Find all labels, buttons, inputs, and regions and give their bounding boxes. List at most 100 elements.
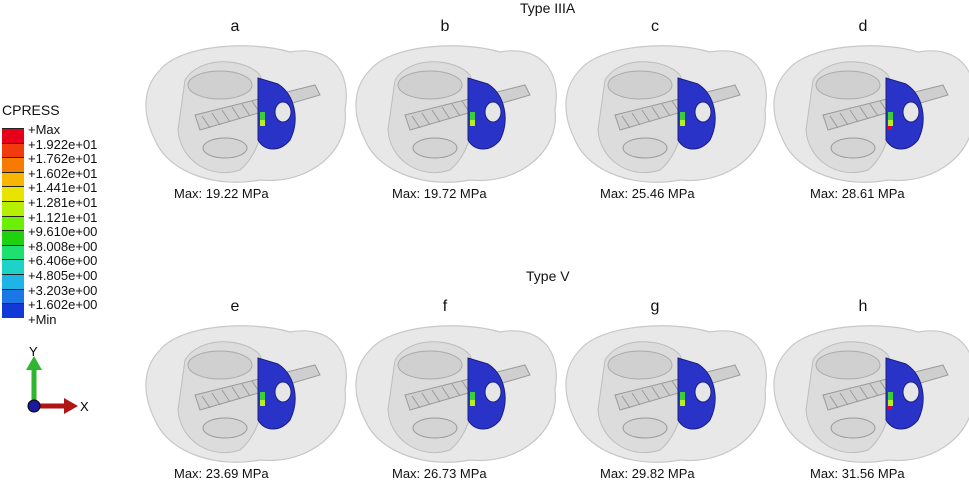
plate-hole xyxy=(694,381,712,403)
panel-max-caption: Max: 29.82 MPa xyxy=(600,466,695,481)
screw-thread xyxy=(201,380,261,409)
legend-swatch xyxy=(2,215,24,231)
screw-head xyxy=(412,137,458,159)
stress-region-green xyxy=(888,112,893,120)
stress-region-green xyxy=(888,392,893,400)
panel-d: d xyxy=(768,18,969,208)
panel-letter: d xyxy=(858,18,868,35)
panel-h: h xyxy=(768,298,969,488)
screw-thread xyxy=(411,100,471,129)
cup-rim xyxy=(815,350,881,380)
plate-hole xyxy=(902,101,920,123)
model-render xyxy=(355,45,557,183)
legend-swatch xyxy=(2,244,24,260)
stress-region-yellow xyxy=(888,400,893,406)
screw-thread xyxy=(621,100,681,129)
panel-e: e xyxy=(140,298,365,488)
x-axis-arrowhead xyxy=(64,398,78,414)
screw-head xyxy=(622,137,668,159)
legend-label: +6.406e+00 xyxy=(28,253,98,269)
cup-rim xyxy=(815,70,881,100)
cup-rim xyxy=(187,350,253,380)
legend-label: +3.203e+00 xyxy=(28,282,98,298)
stress-region-green xyxy=(470,112,475,120)
screw-head xyxy=(830,417,876,439)
screw-thread xyxy=(829,380,889,409)
legend-label: +1.762e+01 xyxy=(28,151,98,167)
legend-title: CPRESS xyxy=(2,102,60,118)
cup-rim xyxy=(397,70,463,100)
cup-rim xyxy=(187,70,253,100)
group-title-type-v: Type V xyxy=(526,268,570,284)
legend-label: +1.441e+01 xyxy=(28,180,98,196)
screw-thread xyxy=(201,100,261,129)
plate-hole xyxy=(694,101,712,123)
legend-label: +Min xyxy=(28,311,57,327)
legend-label: +1.602e+01 xyxy=(28,165,98,181)
panel-letter: g xyxy=(650,298,660,315)
panel-max-caption: Max: 19.22 MPa xyxy=(174,186,269,201)
legend-label: +4.805e+00 xyxy=(28,267,98,283)
panel-a: a xyxy=(140,18,365,208)
legend-color-bar xyxy=(2,128,24,318)
plate-hole xyxy=(484,101,502,123)
plate-hole xyxy=(484,381,502,403)
panel-f: f xyxy=(350,298,575,488)
legend-swatch xyxy=(2,259,24,275)
legend-swatch xyxy=(2,186,24,202)
screw-head xyxy=(412,417,458,439)
legend-label: +1.922e+01 xyxy=(28,136,98,152)
screw-thread xyxy=(621,380,681,409)
model-render xyxy=(145,45,347,183)
model-render xyxy=(773,325,969,463)
y-axis-arrowhead xyxy=(26,356,42,370)
cup-rim xyxy=(397,350,463,380)
screw-head xyxy=(622,417,668,439)
model-render xyxy=(565,325,767,463)
legend-label: +9.610e+00 xyxy=(28,224,98,240)
axis-origin xyxy=(27,399,41,413)
group-title-type-iiia: Type IIIA xyxy=(520,0,576,16)
panel-letter: c xyxy=(651,18,659,35)
plate-hole xyxy=(902,381,920,403)
screw-thread xyxy=(411,380,471,409)
screw-head xyxy=(830,137,876,159)
stress-region-green xyxy=(260,112,265,120)
legend-label: +1.121e+01 xyxy=(28,209,98,225)
legend-label: +1.281e+01 xyxy=(28,194,98,210)
screw-thread xyxy=(829,100,889,129)
legend-swatch xyxy=(2,230,24,245)
panel-letter: a xyxy=(230,18,240,35)
stress-region-yellow xyxy=(260,120,265,126)
plate-hole xyxy=(274,381,292,403)
panel-max-caption: Max: 25.46 MPa xyxy=(600,186,695,201)
panel-letter: b xyxy=(440,18,450,35)
stress-region-yellow xyxy=(680,120,685,126)
model-render xyxy=(355,325,557,463)
legend-label: +1.602e+00 xyxy=(28,297,98,313)
legend-labels: +Max +1.922e+01 +1.762e+01 +1.602e+01 +1.441… xyxy=(28,123,97,327)
stress-region-yellow xyxy=(680,400,685,406)
panel-g: g xyxy=(560,298,785,488)
legend-label: +8.008e+00 xyxy=(28,238,98,254)
legend-swatch xyxy=(2,201,24,216)
legend-label: +Max xyxy=(28,122,61,137)
stress-region-red xyxy=(888,126,892,130)
panel-max-caption: Max: 31.56 MPa xyxy=(810,466,905,481)
model-render xyxy=(773,45,969,183)
panel-letter: e xyxy=(230,298,240,315)
stress-region-yellow xyxy=(470,400,475,406)
panel-b: b xyxy=(350,18,575,208)
legend-swatch xyxy=(2,274,24,289)
model-render xyxy=(145,325,347,463)
panel-max-caption: Max: 19.72 MPa xyxy=(392,186,487,201)
panel-max-caption: Max: 26.73 MPa xyxy=(392,466,487,481)
model-render xyxy=(565,45,767,183)
screw-head xyxy=(202,417,248,439)
legend-swatch xyxy=(2,157,24,172)
stress-region-yellow xyxy=(888,120,893,126)
panel-letter: f xyxy=(442,298,448,315)
stress-region-green xyxy=(680,392,685,400)
cup-rim xyxy=(607,70,673,100)
cup-rim xyxy=(607,350,673,380)
